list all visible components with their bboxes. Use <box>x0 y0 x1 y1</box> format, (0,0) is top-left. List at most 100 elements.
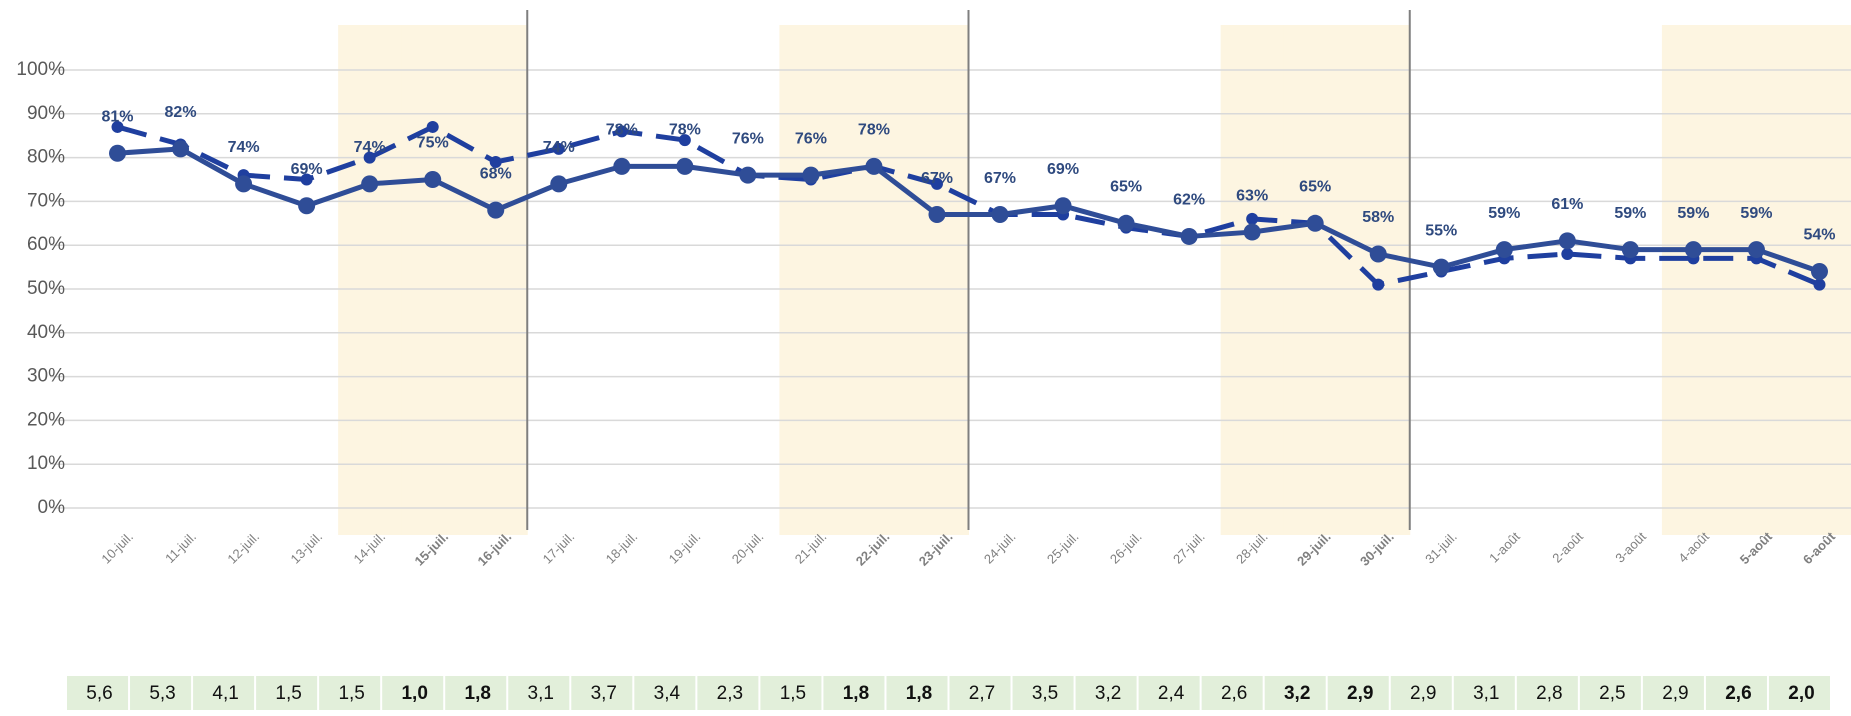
point <box>489 155 502 168</box>
point <box>991 206 1009 224</box>
point <box>1561 247 1574 260</box>
data-label: 59% <box>1677 205 1709 222</box>
bottom-value: 2,4 <box>1158 683 1185 704</box>
weekend-band <box>779 25 843 535</box>
point <box>487 201 505 219</box>
point <box>676 157 694 175</box>
data-label: 69% <box>1047 161 1079 178</box>
data-label: 75% <box>417 135 449 152</box>
x-tick-label: 2-août <box>1549 529 1586 566</box>
bottom-value: 3,4 <box>654 683 681 704</box>
data-label: 74% <box>228 139 260 156</box>
point <box>1246 212 1259 225</box>
x-tick-label: 26-juil. <box>1107 529 1145 567</box>
data-label: 78% <box>606 122 638 139</box>
y-tick-label: 60% <box>27 234 65 255</box>
point <box>802 166 820 184</box>
bottom-value: 1,5 <box>338 683 364 704</box>
data-label: 61% <box>1551 196 1583 213</box>
point <box>361 175 379 193</box>
point <box>739 166 757 184</box>
data-label: 59% <box>1614 205 1646 222</box>
data-label: 59% <box>1740 205 1772 222</box>
bottom-cell <box>823 676 885 710</box>
point <box>235 175 253 193</box>
bottom-cell <box>571 676 633 710</box>
x-tick-label: 31-juil. <box>1422 529 1460 567</box>
bottom-value: 3,5 <box>1032 683 1058 704</box>
bottom-value: 1,8 <box>465 683 491 704</box>
data-label: 65% <box>1299 179 1331 196</box>
point <box>930 177 943 190</box>
data-label: 76% <box>795 130 827 147</box>
point <box>1747 241 1765 259</box>
weekend-band <box>1283 25 1348 535</box>
bottom-cell <box>1075 676 1137 710</box>
point <box>865 157 883 175</box>
point <box>1180 227 1198 245</box>
point <box>1117 214 1135 232</box>
bottom-value: 1,8 <box>843 683 869 704</box>
data-label: 62% <box>1173 192 1205 209</box>
solid-line <box>117 146 1821 274</box>
data-label: 54% <box>1803 227 1835 244</box>
x-tick-label: 10-juil. <box>98 529 136 567</box>
bottom-cell <box>319 676 381 710</box>
point <box>1432 258 1450 276</box>
point <box>1495 241 1513 259</box>
bottom-value: 2,6 <box>1725 683 1751 704</box>
bottom-value: 3,7 <box>591 683 617 704</box>
bottom-cell <box>1768 676 1830 710</box>
data-label: 59% <box>1488 205 1520 222</box>
bottom-cell <box>1012 676 1074 710</box>
bottom-cell <box>445 676 507 710</box>
x-tick-label: 13-juil. <box>287 529 325 567</box>
point <box>613 157 631 175</box>
bottom-value: 3,2 <box>1284 683 1310 704</box>
x-tick-label: 24-juil. <box>981 529 1019 567</box>
bottom-cell <box>382 676 444 710</box>
point <box>1621 241 1639 259</box>
bottom-cell <box>193 676 255 710</box>
bottom-cell <box>949 676 1011 710</box>
data-label: 81% <box>102 108 134 125</box>
bottom-value: 3,1 <box>1473 683 1499 704</box>
data-label: 74% <box>543 139 575 156</box>
bottom-cell <box>1201 676 1263 710</box>
bottom-cell <box>1390 676 1452 710</box>
bottom-cell <box>256 676 318 710</box>
point <box>552 142 565 155</box>
bottom-value: 2,9 <box>1410 683 1436 704</box>
point <box>300 173 313 186</box>
bottom-cell <box>508 676 570 710</box>
data-label: 65% <box>1110 179 1142 196</box>
bottom-cell <box>1642 676 1704 710</box>
y-tick-label: 0% <box>38 497 66 518</box>
x-tick-label: 18-juil. <box>603 529 641 567</box>
bottom-cell <box>1516 676 1578 710</box>
weekend-band <box>338 25 402 535</box>
point <box>111 120 124 133</box>
bottom-cell <box>697 676 759 710</box>
x-tick-label: 12-juil. <box>224 529 262 567</box>
bottom-value: 3,1 <box>528 683 554 704</box>
point <box>928 206 946 224</box>
point <box>1558 232 1576 250</box>
data-label: 78% <box>858 122 890 139</box>
bottom-value: 4,1 <box>212 683 238 704</box>
y-tick-label: 10% <box>27 453 65 474</box>
x-tick-label: 17-juil. <box>540 529 578 567</box>
point <box>550 175 568 193</box>
data-label: 67% <box>984 170 1016 187</box>
bottom-value: 5,6 <box>86 683 112 704</box>
data-label: 68% <box>480 165 512 182</box>
bottom-value: 2,9 <box>1662 683 1688 704</box>
y-tick-label: 50% <box>27 278 65 299</box>
bottom-value: 1,5 <box>780 683 806 704</box>
bottom-cell <box>1138 676 1200 710</box>
point <box>172 140 190 158</box>
data-label: 78% <box>669 122 701 139</box>
weekend-band <box>842 25 906 535</box>
y-tick-label: 100% <box>16 59 65 80</box>
y-tick-label: 80% <box>27 147 65 168</box>
